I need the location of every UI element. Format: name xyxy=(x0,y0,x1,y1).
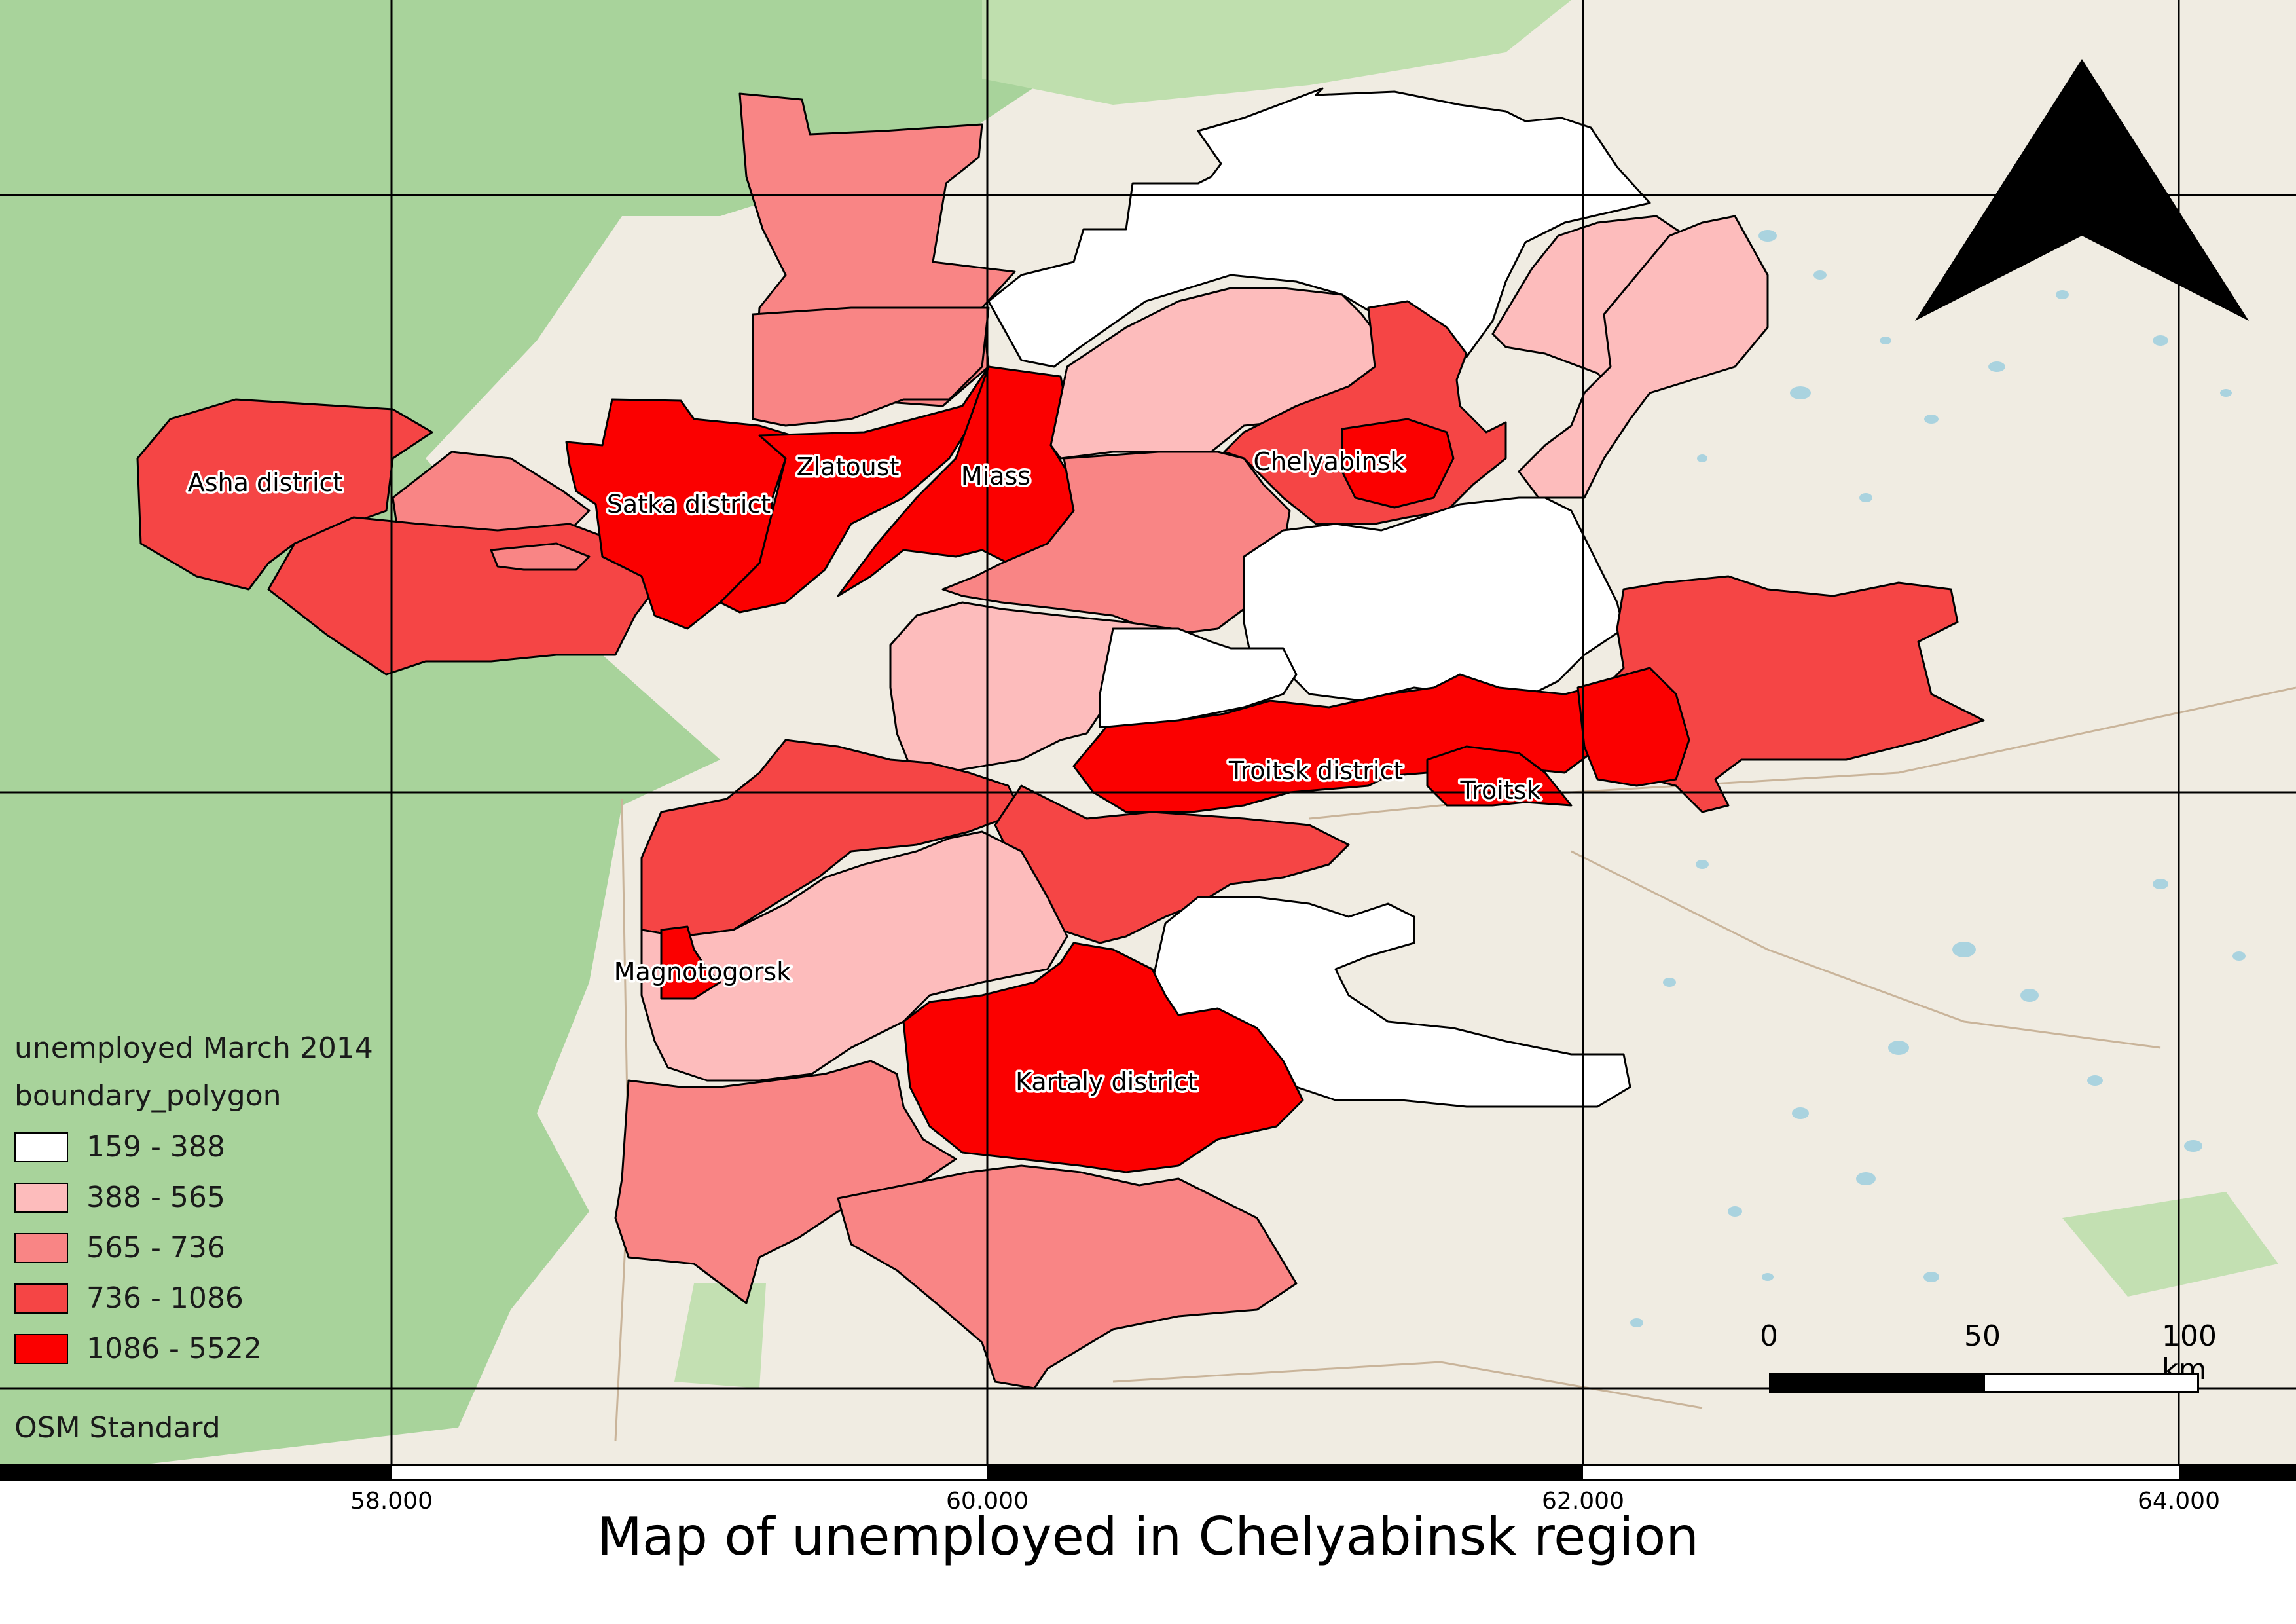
district-magnitogorsk-pink[interactable] xyxy=(640,830,1068,1082)
district-asha[interactable] xyxy=(136,398,433,591)
label-asha: Asha district xyxy=(188,468,343,497)
label-kartaly: Kartaly district xyxy=(1015,1067,1197,1096)
label-troitsk-district: Troitsk district xyxy=(1228,756,1403,785)
legend-swatch xyxy=(14,1283,68,1314)
district-far-south-salmon[interactable] xyxy=(837,1164,1298,1390)
map-frame-bar xyxy=(0,1464,2296,1481)
scale-segment-white xyxy=(1983,1373,2199,1393)
legend-item: 159 - 388 xyxy=(14,1122,420,1172)
map-legend: unemployed March 2014 boundary_polygon 1… xyxy=(14,1031,420,1374)
map-frame[interactable]: Asha district Satka district Zlatoust Mi… xyxy=(0,0,2296,1481)
legend-swatch xyxy=(14,1182,68,1213)
choropleth-map[interactable]: Asha district Satka district Zlatoust Mi… xyxy=(0,0,2296,1481)
district-north-white[interactable] xyxy=(987,87,1651,368)
legend-item: 1086 - 5522 xyxy=(14,1323,420,1374)
scale-tick-0: 0 xyxy=(1760,1320,1778,1353)
longitude-label: 62.000 xyxy=(1542,1488,1624,1515)
legend-label: 565 - 736 xyxy=(86,1231,225,1264)
longitude-label: 58.000 xyxy=(350,1488,433,1515)
label-magnitogorsk: Magnotogorsk xyxy=(614,957,791,986)
basemap-forest-east xyxy=(2062,1192,2278,1297)
legend-label: 1086 - 5522 xyxy=(86,1332,262,1365)
district-chelyabinsk-city[interactable] xyxy=(1341,418,1455,509)
district-nw-lower[interactable] xyxy=(752,306,990,427)
longitude-label: 64.000 xyxy=(2138,1488,2220,1515)
label-troitsk: Troitsk xyxy=(1460,776,1541,805)
district-troitsk[interactable] xyxy=(1072,673,1592,813)
legend-label: 388 - 565 xyxy=(86,1181,225,1214)
basemap-forest-south xyxy=(674,1283,766,1388)
longitude-label: 60.000 xyxy=(946,1488,1029,1515)
district-center-white[interactable] xyxy=(1243,496,1625,702)
legend-item: 736 - 1086 xyxy=(14,1273,420,1323)
north-arrow-icon xyxy=(1915,59,2249,321)
legend-subtitle: boundary_polygon xyxy=(14,1079,282,1113)
district-east-pink[interactable] xyxy=(1518,215,1769,499)
frame-seg xyxy=(2179,1464,2296,1481)
district-zlatoust[interactable] xyxy=(719,365,990,614)
district-east-bright[interactable] xyxy=(1576,667,1690,787)
district-troitsk-city[interactable] xyxy=(1426,745,1573,807)
label-zlatoust: Zlatoust xyxy=(797,452,900,481)
frame-seg xyxy=(1583,1464,2179,1481)
frame-seg xyxy=(392,1464,987,1481)
basemap-label: OSM Standard xyxy=(14,1411,221,1445)
legend-swatch xyxy=(14,1333,68,1364)
basemap-forest-north xyxy=(982,0,1571,105)
legend-label: 736 - 1086 xyxy=(86,1282,244,1315)
label-miass: Miass xyxy=(961,462,1030,490)
label-chelyabinsk: Chelyabinsk xyxy=(1254,447,1405,476)
map-title: Map of unemployed in Chelyabinsk region xyxy=(597,1506,1699,1567)
district-west-lake xyxy=(490,542,591,571)
legend-title: unemployed March 2014 xyxy=(14,1031,373,1065)
legend-swatch xyxy=(14,1232,68,1263)
district-sw-red[interactable] xyxy=(640,739,1023,938)
label-satka: Satka district xyxy=(607,490,771,519)
legend-label: 159 - 388 xyxy=(86,1130,225,1164)
frame-seg xyxy=(0,1464,392,1481)
scale-bar: 0 50 100 km xyxy=(1755,1320,2217,1398)
scale-segment-black xyxy=(1769,1373,1985,1393)
legend-item: 388 - 565 xyxy=(14,1172,420,1223)
frame-seg xyxy=(987,1464,1583,1481)
district-magnitogorsk-city[interactable] xyxy=(660,925,721,1000)
scale-tick-50: 50 xyxy=(1964,1320,2001,1353)
basemap-forest xyxy=(0,0,1211,1481)
legend-swatch xyxy=(14,1132,68,1162)
district-white-pocket[interactable] xyxy=(1099,627,1298,728)
district-kartaly[interactable] xyxy=(902,942,1304,1173)
legend-item: 565 - 736 xyxy=(14,1223,420,1273)
